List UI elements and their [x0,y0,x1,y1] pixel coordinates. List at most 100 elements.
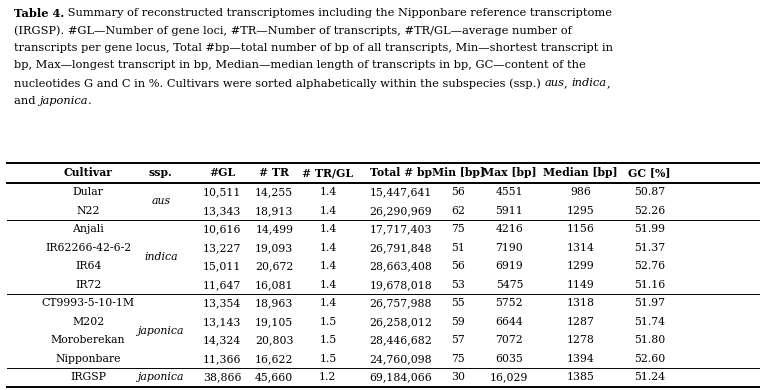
Text: 56: 56 [451,187,465,197]
Text: indica: indica [571,78,607,88]
Text: (IRGSP). #GL—Number of gene loci, #TR—Number of transcripts, #TR/GL—average numb: (IRGSP). #GL—Number of gene loci, #TR—Nu… [14,25,572,36]
Text: 1.4: 1.4 [319,243,336,253]
Text: 14,324: 14,324 [203,335,241,345]
Text: 38,866: 38,866 [203,372,241,382]
Text: Summary of reconstructed transcriptomes including the Nipponbare reference trans: Summary of reconstructed transcriptomes … [64,8,612,18]
Text: 51: 51 [451,243,465,253]
Text: 4551: 4551 [496,187,523,197]
Text: 13,143: 13,143 [203,317,241,327]
Text: nucleotides G and C in %. Cultivars were sorted alphabetically within the subspe: nucleotides G and C in %. Cultivars were… [14,78,545,89]
Text: 20,672: 20,672 [255,261,293,271]
Text: 986: 986 [570,187,591,197]
Text: 13,343: 13,343 [203,206,241,216]
Text: 57: 57 [451,335,465,345]
Text: 28,663,408: 28,663,408 [369,261,432,271]
Text: 51.97: 51.97 [634,298,665,308]
Text: 75: 75 [451,354,465,364]
Text: 1.5: 1.5 [319,354,336,364]
Text: 1385: 1385 [567,372,594,382]
Text: Max [bp]: Max [bp] [482,167,537,179]
Text: 1149: 1149 [567,280,594,290]
Text: 45,660: 45,660 [255,372,293,382]
Text: 19,093: 19,093 [255,243,293,253]
Text: 69,184,066: 69,184,066 [369,372,432,382]
Text: 24,760,098: 24,760,098 [369,354,432,364]
Text: 1.4: 1.4 [319,298,336,308]
Text: 62: 62 [451,206,465,216]
Text: N22: N22 [77,206,100,216]
Text: 1.5: 1.5 [319,317,336,327]
Text: 7190: 7190 [496,243,523,253]
Text: Moroberekan: Moroberekan [51,335,126,345]
Text: 75: 75 [451,224,465,234]
Text: 1278: 1278 [567,335,594,345]
Text: 5911: 5911 [496,206,523,216]
Text: Total # bp: Total # bp [370,167,431,179]
Text: 7072: 7072 [496,335,523,345]
Text: 19,105: 19,105 [255,317,293,327]
Text: 11,366: 11,366 [203,354,241,364]
Text: Nipponbare: Nipponbare [55,354,121,364]
Text: 5752: 5752 [496,298,523,308]
Text: 15,011: 15,011 [203,261,241,271]
Text: japonica: japonica [138,326,184,336]
Text: 30: 30 [451,372,465,382]
Text: bp, Max—longest transcript in bp, Median—median length of transcripts in bp, GC—: bp, Max—longest transcript in bp, Median… [14,60,586,71]
Text: # TR: # TR [259,167,290,179]
Text: 51.80: 51.80 [634,335,665,345]
Text: 1394: 1394 [567,354,594,364]
Text: M202: M202 [72,317,104,327]
Text: 6644: 6644 [496,317,523,327]
Text: 18,913: 18,913 [255,206,293,216]
Text: 20,803: 20,803 [255,335,293,345]
Text: 6919: 6919 [496,261,523,271]
Text: Median [bp]: Median [bp] [543,167,618,179]
Text: 10,511: 10,511 [203,187,241,197]
Text: 1.4: 1.4 [319,224,336,234]
Text: indica: indica [144,252,178,262]
Text: transcripts per gene locus, Total #bp—total number of bp of all transcripts, Min: transcripts per gene locus, Total #bp—to… [14,43,613,53]
Text: #GL: #GL [209,167,235,179]
Text: 1287: 1287 [567,317,594,327]
Text: 59: 59 [451,317,465,327]
Text: 1.4: 1.4 [319,280,336,290]
Text: ,: , [565,78,571,88]
Text: 17,717,403: 17,717,403 [369,224,432,234]
Text: aus: aus [545,78,565,88]
Text: CT9993-5-10-1M: CT9993-5-10-1M [41,298,135,308]
Text: 1.2: 1.2 [319,372,336,382]
Text: .: . [87,96,91,106]
Text: 6035: 6035 [496,354,523,364]
Text: 15,447,641: 15,447,641 [369,187,432,197]
Text: 26,791,848: 26,791,848 [369,243,432,253]
Text: ,: , [607,78,611,88]
Text: ssp.: ssp. [149,167,173,179]
Text: IR72: IR72 [75,280,101,290]
Text: and: and [14,96,39,106]
Text: aus: aus [152,197,170,206]
Text: 1314: 1314 [567,243,594,253]
Text: 52.60: 52.60 [634,354,665,364]
Text: 26,757,988: 26,757,988 [369,298,432,308]
Text: 1.4: 1.4 [319,187,336,197]
Text: 26,258,012: 26,258,012 [369,317,432,327]
Text: japonica: japonica [39,96,87,106]
Text: 1.4: 1.4 [319,206,336,216]
Text: IR64: IR64 [75,261,101,271]
Text: 16,029: 16,029 [490,372,529,382]
Text: 51.37: 51.37 [634,243,665,253]
Text: Dular: Dular [73,187,103,197]
Text: 10,616: 10,616 [203,224,241,234]
Text: 51.16: 51.16 [634,280,665,290]
Text: japonica: japonica [138,372,184,382]
Text: Min [bp]: Min [bp] [431,167,485,179]
Text: 13,354: 13,354 [203,298,241,308]
Text: IRGSP: IRGSP [70,372,106,382]
Text: 51.24: 51.24 [634,372,665,382]
Text: GC [%]: GC [%] [628,167,671,179]
Text: IR62266-42-6-2: IR62266-42-6-2 [45,243,131,253]
Text: 52.26: 52.26 [634,206,665,216]
Text: 11,647: 11,647 [203,280,241,290]
Text: 4216: 4216 [496,224,523,234]
Text: 1156: 1156 [567,224,594,234]
